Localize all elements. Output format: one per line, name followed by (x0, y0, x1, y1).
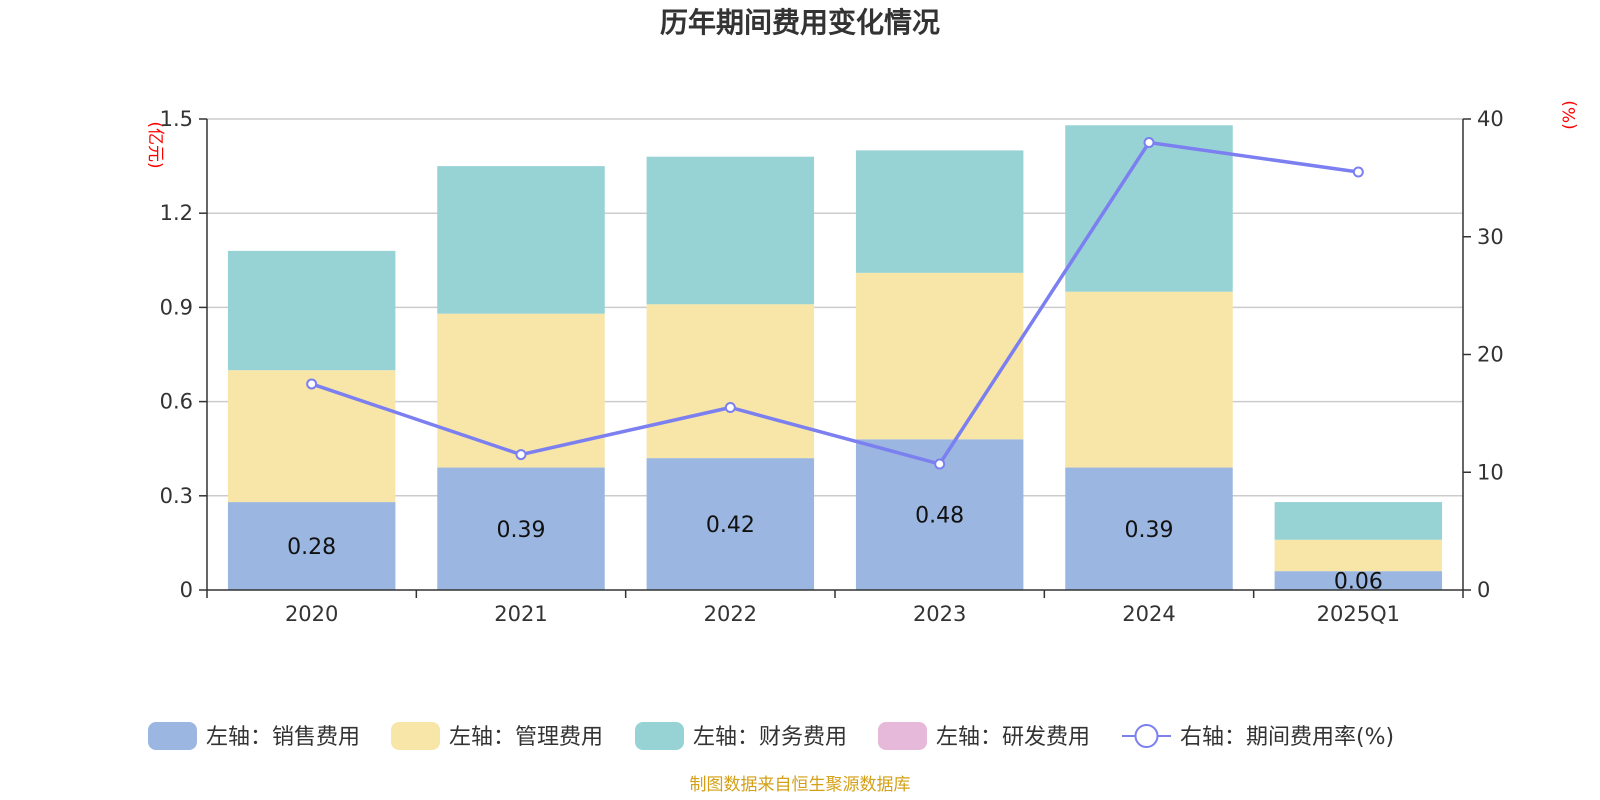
legend-swatch (878, 722, 927, 750)
bar-segment (646, 458, 815, 590)
legend-marker-icon (1134, 724, 1159, 748)
right-tick-label: 40 (1477, 107, 1504, 131)
x-tick-label: 2024 (1122, 602, 1175, 626)
x-tick-label: 2025Q1 (1317, 602, 1400, 626)
right-tick-label: 30 (1477, 225, 1504, 249)
rate-line (306, 137, 1364, 470)
right-tick-label: 0 (1477, 578, 1490, 602)
rate-point (306, 378, 318, 390)
gridlines (207, 118, 1463, 497)
bars (227, 125, 1443, 590)
rate-point (724, 401, 736, 413)
bar-value-label: 0.06 (1334, 570, 1383, 595)
legend-swatch (391, 722, 440, 750)
left-tick-label: 0.3 (160, 484, 193, 508)
bar-segment (437, 313, 605, 468)
bar-value-label: 0.48 (915, 504, 964, 529)
legend-label: 左轴：管理费用 (449, 725, 603, 750)
x-tick-label: 2022 (704, 602, 757, 626)
chart-title: 历年期间费用变化情况 (660, 6, 940, 39)
bar-value-label: 0.39 (1125, 518, 1174, 543)
right-tick-label: 20 (1477, 343, 1504, 367)
source-note: 制图数据来自恒生聚源数据库 (690, 775, 911, 795)
left-tick-label: 1.2 (160, 201, 193, 225)
legend: 左轴：销售费用 左轴：管理费用 左轴：财务费用 左轴：研发费用 右轴：期间费用率(%) (148, 722, 1394, 750)
data-labels: 0.28 0.39 0.42 0.48 0.39 0.06 (287, 504, 1383, 595)
x-tick-label: 2023 (913, 602, 966, 626)
legend-label: 左轴：财务费用 (693, 725, 847, 750)
left-tick-label: 0.9 (160, 295, 193, 319)
bar-segment (227, 502, 396, 590)
x-tick-label: 2021 (494, 602, 547, 626)
left-axis-unit: (亿元) (145, 121, 165, 168)
bar-segment (1274, 539, 1443, 572)
axes: 0 0.3 0.6 0.9 1.2 1.5 0 10 20 30 40 2020 2021 2022 202… (160, 107, 1504, 626)
bar-segment (227, 250, 396, 371)
rate-point (515, 449, 527, 461)
left-tick-label: 0.6 (160, 390, 193, 414)
legend-swatch (635, 722, 684, 750)
legend-label: 左轴：研发费用 (936, 725, 1090, 750)
bar-segment (646, 156, 815, 305)
bar-segment (1274, 502, 1443, 540)
bar-segment (1065, 125, 1233, 292)
rate-point (1143, 137, 1155, 149)
bar-value-label: 0.39 (497, 518, 546, 543)
legend-swatch (148, 722, 197, 750)
bar-segment (855, 272, 1024, 440)
bar-segment (1065, 291, 1233, 468)
rate-line-path (311, 140, 1359, 467)
bar-segment (855, 150, 1024, 273)
bar-value-label: 0.42 (706, 513, 755, 538)
bar-value-label: 0.28 (287, 535, 336, 560)
rate-point (934, 458, 946, 470)
bar-segment (437, 467, 605, 590)
bar-segment (437, 166, 605, 314)
legend-label: 右轴：期间费用率(%) (1180, 725, 1394, 750)
bar-segment (1065, 467, 1233, 590)
bar-segment (646, 304, 815, 459)
right-tick-label: 10 (1477, 460, 1504, 484)
bar-segment (1274, 571, 1443, 590)
right-axis-unit: (%) (1560, 100, 1580, 129)
bar-segment (227, 370, 396, 503)
legend-label: 左轴：销售费用 (206, 725, 360, 750)
left-tick-label: 1.5 (160, 107, 193, 131)
left-tick-label: 0 (180, 578, 193, 602)
x-tick-label: 2020 (285, 602, 338, 626)
rate-point (1352, 166, 1364, 178)
